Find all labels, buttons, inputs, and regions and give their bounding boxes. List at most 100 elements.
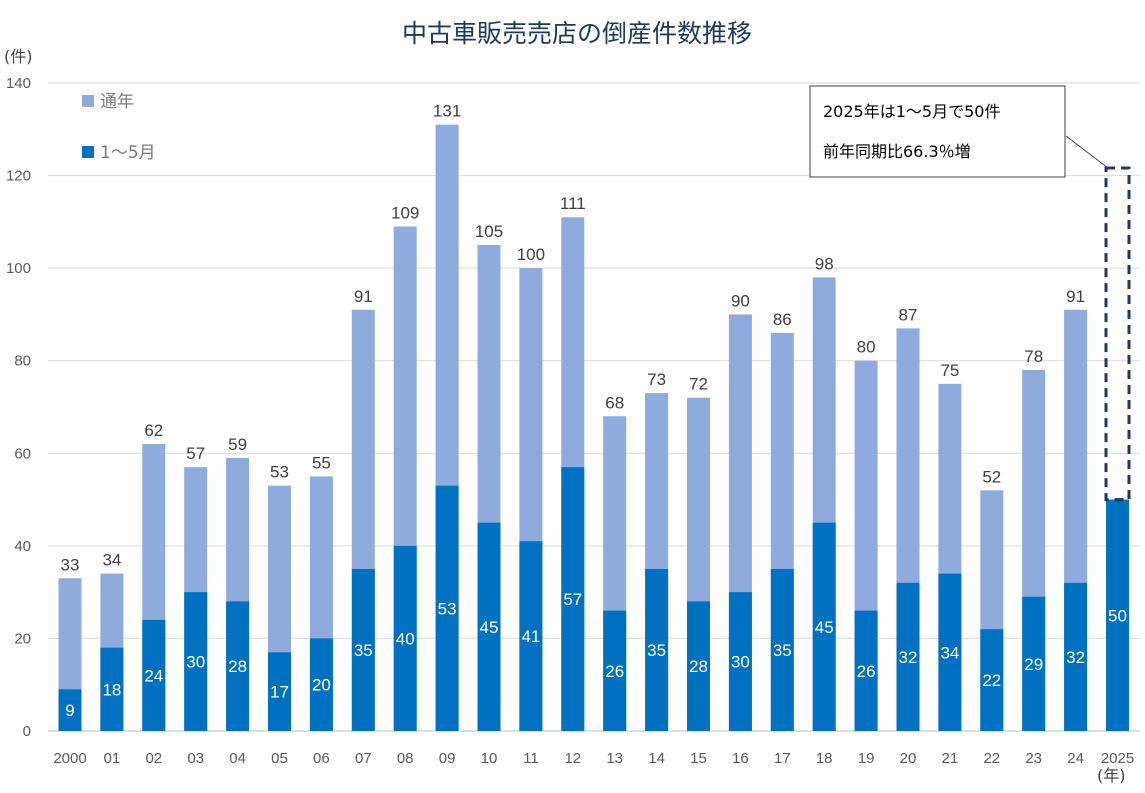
data-label-full-year: 100 [517, 245, 545, 264]
x-tick-label: 04 [229, 750, 246, 767]
bar-jan-may [477, 522, 501, 731]
data-label-full-year: 72 [689, 375, 708, 394]
bar-jan-may [268, 652, 291, 731]
callout-box [809, 85, 1066, 178]
bar-jan-may [1022, 596, 1046, 731]
bar-jan-may [728, 592, 752, 731]
x-tick-label: 2025 [1101, 750, 1134, 767]
bar-jan-may [1064, 582, 1088, 731]
bar-jan-may [435, 485, 459, 731]
legend-swatch-jan-may [82, 146, 94, 158]
data-label-full-year: 90 [731, 291, 750, 310]
bar-jan-may [687, 601, 710, 731]
bar-jan-may [351, 569, 375, 731]
gridlines [48, 82, 1140, 732]
data-label-full-year: 59 [228, 435, 247, 454]
x-tick-label: 2000 [53, 750, 86, 767]
bar-jan-may [58, 689, 82, 731]
data-label-jan-may: 40 [396, 629, 415, 648]
x-tick-label: 08 [397, 750, 414, 767]
bar-jan-may [938, 573, 962, 731]
bar-jan-may [770, 569, 794, 731]
y-tick-label: 100 [6, 260, 31, 277]
x-tick-label: 07 [355, 750, 372, 767]
data-label-full-year: 73 [647, 370, 666, 389]
bar-jan-may [142, 619, 166, 731]
x-tick-label: 03 [187, 750, 204, 767]
x-tick-label: 01 [104, 750, 121, 767]
bar-jan-may [519, 541, 543, 731]
data-label-jan-may: 17 [270, 683, 289, 702]
data-label-jan-may: 30 [186, 653, 205, 672]
data-label-full-year: 131 [433, 102, 461, 121]
x-tick-label: 17 [774, 750, 791, 767]
bars: 33 9 34 18 62 24 57 30 59 28 53 17 55 20 91 35 109 40 131 5… [58, 102, 1129, 731]
callout-line-1: 2025年は1〜5月で50件 [823, 102, 1000, 121]
callout-leader-line [1065, 135, 1109, 169]
x-tick-label: 22 [983, 750, 1000, 767]
x-tick-label: 16 [732, 750, 749, 767]
data-label-full-year: 111 [560, 194, 586, 213]
data-label-full-year: 78 [1024, 347, 1043, 366]
data-label-full-year: 87 [899, 305, 918, 324]
data-label-full-year: 105 [475, 222, 503, 241]
bar-jan-may [854, 610, 878, 731]
data-label-jan-may: 35 [354, 641, 373, 660]
bar-jan-may [645, 569, 669, 731]
chart-title: 中古車販売売店の倒産件数推移 [402, 19, 752, 48]
data-label-jan-may: 22 [982, 671, 1001, 690]
x-tick-label: 05 [271, 750, 288, 767]
bar-jan-may [812, 522, 836, 731]
x-tick-label: 18 [816, 750, 833, 767]
x-tick-label: 09 [439, 750, 456, 767]
data-label-full-year: 52 [982, 467, 1001, 486]
data-label-jan-may: 28 [228, 657, 247, 676]
bar-jan-may [1106, 499, 1129, 731]
x-tick-label: 06 [313, 750, 330, 767]
projection-outline [1104, 166, 1131, 502]
x-tick-label: 21 [942, 750, 959, 767]
bar-jan-may [980, 629, 1004, 731]
data-label-jan-may: 57 [563, 590, 582, 609]
data-label-jan-may: 32 [1066, 648, 1085, 667]
bar-jan-may [309, 638, 333, 731]
data-label-jan-may: 45 [480, 618, 499, 637]
data-label-full-year: 33 [61, 555, 80, 574]
data-label-jan-may: 18 [102, 680, 121, 699]
data-label-full-year: 62 [144, 421, 163, 440]
x-tick-label: 20 [900, 750, 917, 767]
y-axis-ticks: 0 20 40 60 80 100 120 140 [6, 75, 31, 740]
y-tick-label: 20 [14, 630, 31, 647]
y-tick-label: 60 [14, 445, 31, 462]
data-label-jan-may: 32 [899, 648, 918, 667]
data-label-jan-may: 24 [144, 666, 163, 685]
legend: 通年 1〜5月 [82, 92, 156, 163]
data-label-jan-may: 28 [689, 657, 708, 676]
y-tick-label: 120 [6, 168, 31, 185]
y-tick-label: 140 [6, 75, 31, 92]
legend-swatch-full-year [82, 95, 94, 107]
bar-jan-may [226, 601, 250, 731]
x-tick-label: 24 [1067, 750, 1084, 767]
data-label-jan-may: 26 [605, 662, 624, 681]
bar-jan-may [603, 610, 627, 731]
data-label-full-year: 109 [391, 203, 419, 222]
data-label-jan-may: 9 [65, 701, 74, 720]
x-tick-label: 19 [858, 750, 875, 767]
data-label-jan-may: 41 [521, 627, 540, 646]
legend-label-jan-may: 1〜5月 [100, 143, 156, 163]
data-label-full-year: 75 [940, 361, 959, 380]
x-tick-label: 11 [523, 750, 539, 767]
data-label-full-year: 34 [102, 551, 121, 570]
data-label-jan-may: 26 [857, 662, 876, 681]
data-label-jan-may: 30 [731, 653, 750, 672]
callout-line-2: 前年同期比66.3％増 [823, 142, 971, 161]
bar-jan-may [896, 582, 920, 731]
x-tick-label: 02 [145, 750, 162, 767]
y-tick-label: 80 [14, 353, 31, 370]
data-label-full-year: 91 [1066, 287, 1085, 306]
y-axis-unit: (件) [4, 47, 33, 66]
bar-jan-may [100, 647, 124, 731]
